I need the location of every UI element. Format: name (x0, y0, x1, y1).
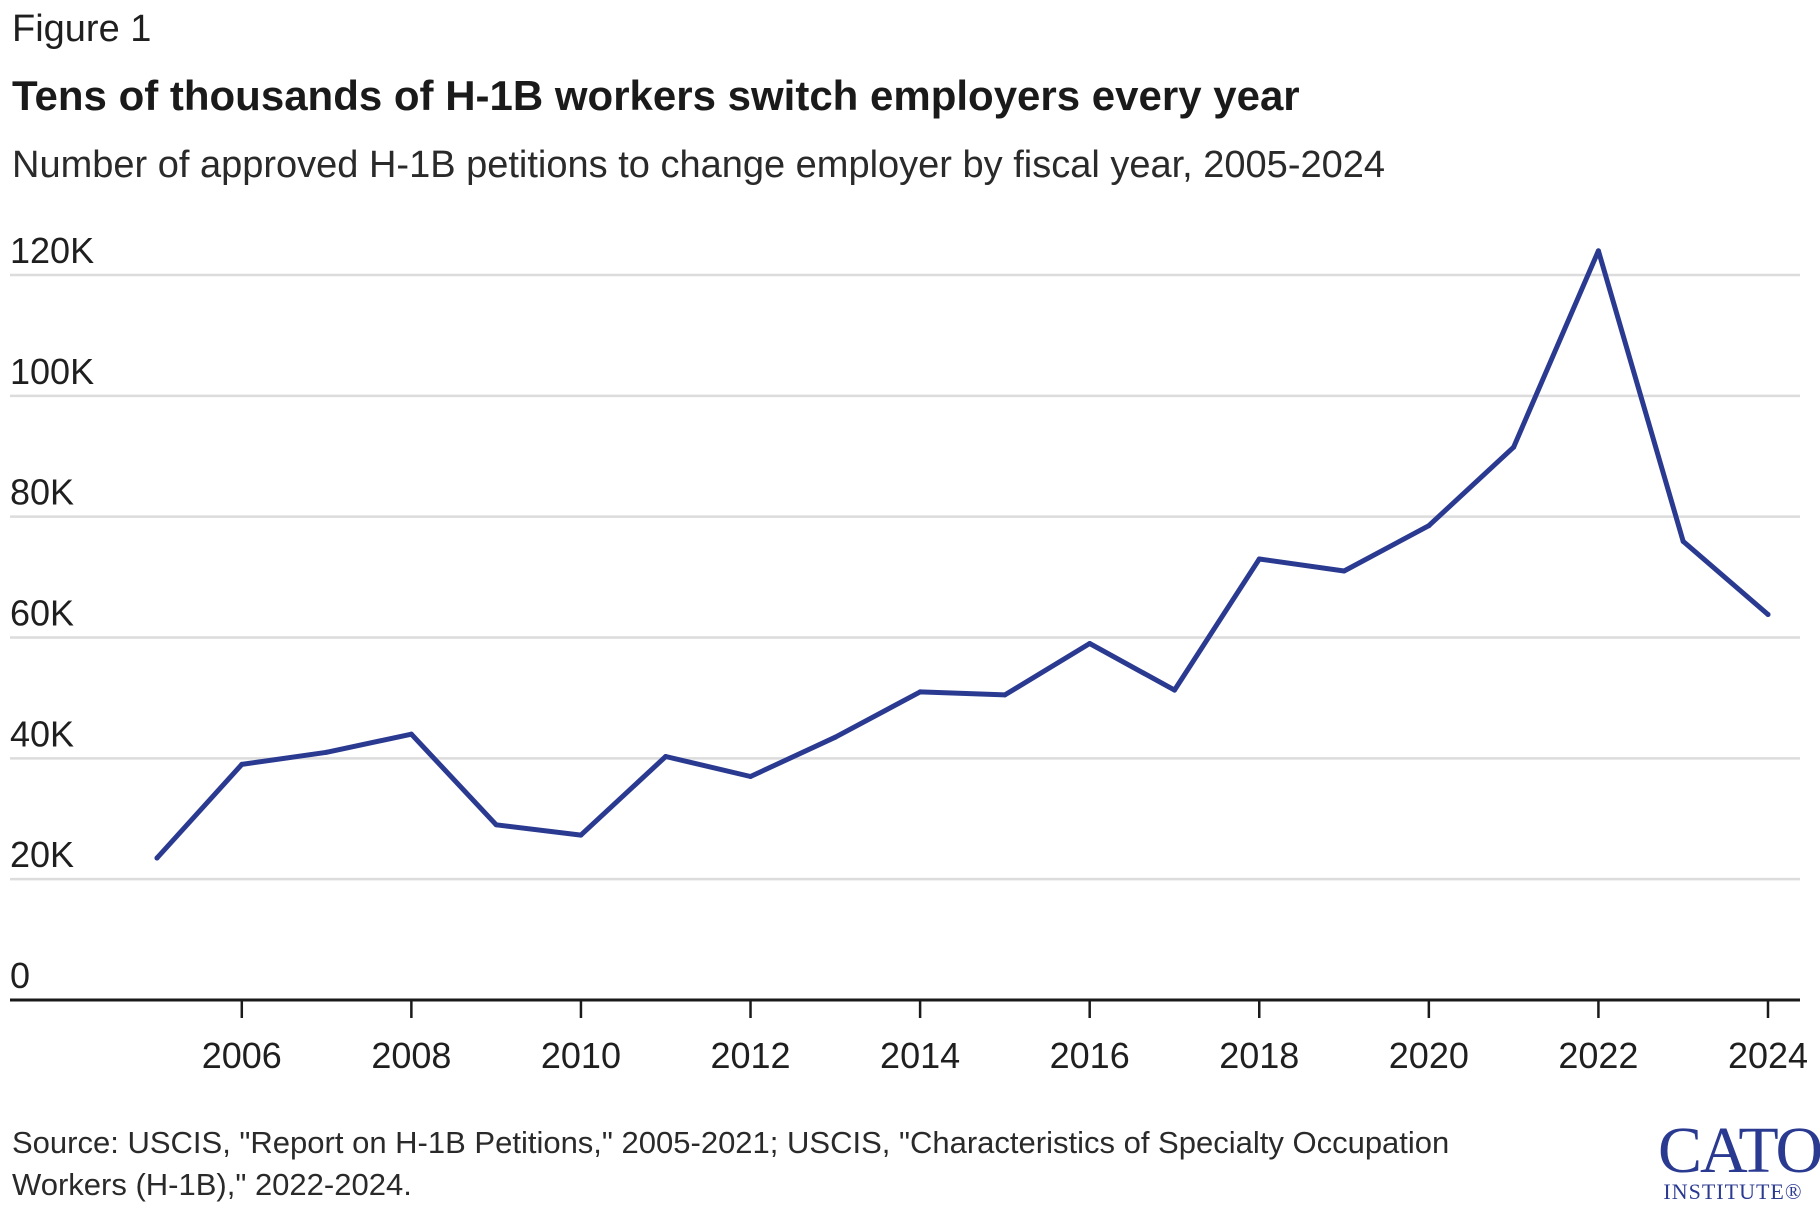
data-points (154, 248, 1771, 861)
series-line (154, 248, 1771, 861)
cato-logo: CATO INSTITUTE® (1658, 1114, 1820, 1204)
data-point (1511, 444, 1517, 450)
data-point (1680, 538, 1686, 544)
x-tick-label: 2006 (202, 1035, 282, 1076)
data-point (154, 855, 160, 861)
y-tick-label: 0 (10, 955, 30, 996)
chart-subtitle: Number of approved H-1B petitions to cha… (12, 144, 1386, 186)
x-tick-label: 2018 (1219, 1035, 1299, 1076)
logo-sub-text: INSTITUTE® (1658, 1180, 1808, 1204)
data-point (1171, 687, 1177, 693)
y-tick-label: 100K (10, 351, 94, 392)
data-point (663, 754, 669, 760)
chart-title: Tens of thousands of H-1B workers switch… (12, 72, 1300, 119)
y-tick-label: 120K (10, 230, 94, 271)
series-layer (154, 248, 1771, 861)
logo-sub-word: INSTITUTE (1663, 1179, 1785, 1204)
data-point (1595, 248, 1601, 254)
data-point (748, 773, 754, 779)
data-point (1256, 556, 1262, 562)
data-point (1087, 641, 1093, 647)
x-tick-label: 2012 (710, 1035, 790, 1076)
logo-registered-mark: ® (1784, 1179, 1803, 1204)
data-point (408, 731, 414, 737)
y-tick-label: 20K (10, 834, 74, 875)
data-point (832, 734, 838, 740)
x-tick-label: 2016 (1050, 1035, 1130, 1076)
x-tick-label: 2008 (371, 1035, 451, 1076)
y-tick-label: 80K (10, 472, 74, 513)
data-point (1426, 523, 1432, 529)
x-tick-label: 2022 (1558, 1035, 1638, 1076)
source-note: Source: USCIS, "Report on H-1B Petitions… (12, 1125, 1450, 1202)
data-point (1002, 692, 1008, 698)
gridlines (10, 273, 1800, 881)
data-point (324, 749, 330, 755)
data-point (917, 689, 923, 695)
x-tick-label: 2014 (880, 1035, 960, 1076)
y-tick-label: 40K (10, 713, 74, 754)
data-point (493, 822, 499, 828)
data-point (239, 761, 245, 767)
y-axis-labels: 0 20K 40K 60K 80K 100K 120K (10, 230, 94, 996)
x-tick-label: 2020 (1389, 1035, 1469, 1076)
x-axis: 2006 2008 2010 2012 2014 2016 2018 2020 2022 2024 (10, 998, 1808, 1076)
x-tick-label: 2010 (541, 1035, 621, 1076)
data-point (1765, 612, 1771, 618)
x-tick-label: 2024 (1728, 1035, 1808, 1076)
data-point (578, 832, 584, 838)
y-tick-label: 60K (10, 593, 74, 634)
logo-main-text: CATO (1658, 1114, 1820, 1187)
figure-label: Figure 1 (12, 8, 152, 50)
data-point (1341, 568, 1347, 574)
